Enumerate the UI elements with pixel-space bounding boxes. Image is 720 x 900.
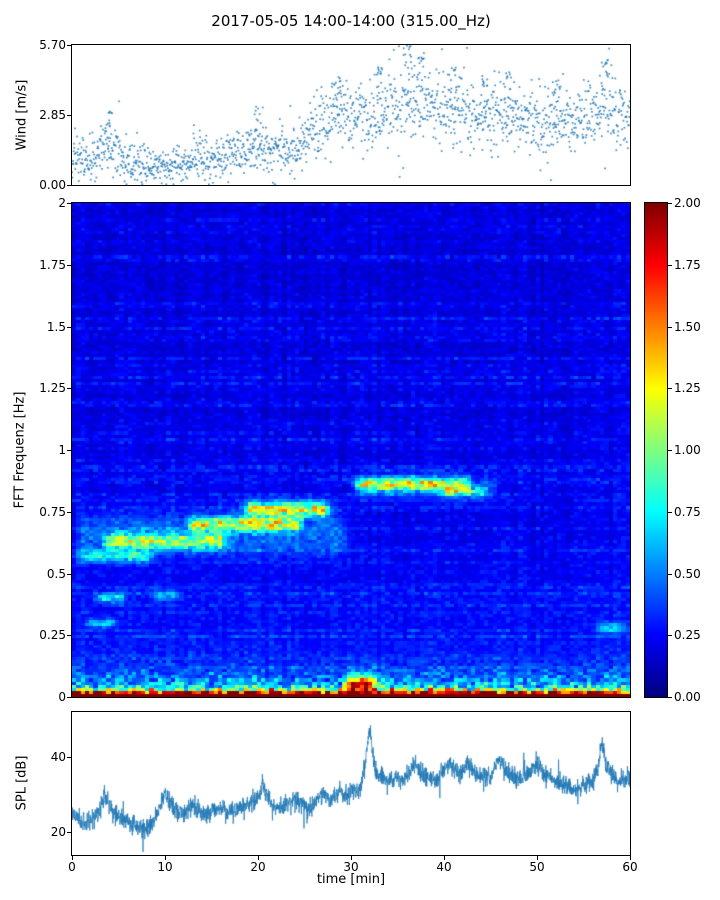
colorbar-tick-label: 1.25	[674, 381, 701, 395]
tick-mark	[668, 697, 672, 698]
tick-mark	[165, 856, 166, 860]
fft-ytick-label: 0.5	[46, 567, 66, 581]
time-xlabel: time [min]	[316, 872, 386, 887]
wind-ytick-label: 5.70	[39, 38, 66, 52]
spectrogram-canvas	[72, 203, 630, 697]
tick-mark	[67, 574, 71, 575]
tick-mark	[668, 265, 672, 266]
colorbar-tick-label: 0.00	[674, 690, 701, 704]
tick-mark	[444, 856, 445, 860]
tick-mark	[67, 45, 71, 46]
spl-ytick-label: 20	[50, 825, 66, 839]
tick-mark	[668, 203, 672, 204]
tick-mark	[72, 856, 73, 860]
tick-mark	[67, 327, 71, 328]
tick-mark	[67, 757, 71, 758]
spl-ytick-label: 40	[50, 750, 66, 764]
fft-ytick-label: 1.25	[39, 381, 66, 395]
colorbar-tick-label: 2.00	[674, 196, 701, 210]
tick-mark	[67, 203, 71, 204]
fft-ytick-label: 0.75	[39, 505, 66, 519]
fft-ytick-label: 0.25	[39, 628, 66, 642]
colorbar-tick-label: 1.00	[674, 443, 701, 457]
tick-mark	[351, 856, 352, 860]
fft-ytick-label: 1.75	[39, 258, 66, 272]
time-xtick-label: 0	[68, 860, 76, 874]
wind-ytick-label: 0.00	[39, 178, 66, 192]
wind-ytick-label: 2.85	[39, 108, 66, 122]
tick-mark	[67, 697, 71, 698]
tick-mark	[668, 635, 672, 636]
spl-line-panel	[71, 711, 631, 856]
time-xtick-label: 20	[250, 860, 266, 874]
tick-mark	[67, 265, 71, 266]
spl-line-canvas	[72, 712, 630, 855]
colorbar	[644, 202, 668, 698]
colorbar-tick-label: 1.50	[674, 320, 701, 334]
fft-ytick-label: 1.5	[46, 320, 66, 334]
tick-mark	[67, 832, 71, 833]
tick-mark	[537, 856, 538, 860]
tick-mark	[668, 450, 672, 451]
spectrogram-panel	[71, 202, 631, 698]
colorbar-tick-label: 0.75	[674, 505, 701, 519]
tick-mark	[630, 856, 631, 860]
tick-mark	[668, 512, 672, 513]
fft-ytick-label: 0	[58, 690, 66, 704]
time-xtick-label: 10	[157, 860, 173, 874]
tick-mark	[668, 327, 672, 328]
tick-mark	[668, 574, 672, 575]
time-xtick-label: 60	[622, 860, 638, 874]
colorbar-tick-label: 1.75	[674, 258, 701, 272]
figure-title: 2017-05-05 14:00-14:00 (315.00_Hz)	[211, 12, 491, 30]
time-xtick-label: 50	[529, 860, 545, 874]
tick-mark	[668, 388, 672, 389]
tick-mark	[67, 115, 71, 116]
time-xtick-label: 30	[343, 860, 359, 874]
colorbar-canvas	[645, 203, 667, 697]
tick-mark	[67, 388, 71, 389]
tick-mark	[67, 185, 71, 186]
fft-ytick-label: 1	[58, 443, 66, 457]
tick-mark	[67, 512, 71, 513]
colorbar-tick-label: 0.50	[674, 567, 701, 581]
colorbar-tick-label: 0.25	[674, 628, 701, 642]
wind-scatter-panel	[71, 44, 631, 186]
wind-scatter-canvas	[72, 45, 630, 185]
tick-mark	[67, 450, 71, 451]
tick-mark	[67, 635, 71, 636]
time-xtick-label: 40	[436, 860, 452, 874]
tick-mark	[258, 856, 259, 860]
fft-ytick-label: 2	[58, 196, 66, 210]
